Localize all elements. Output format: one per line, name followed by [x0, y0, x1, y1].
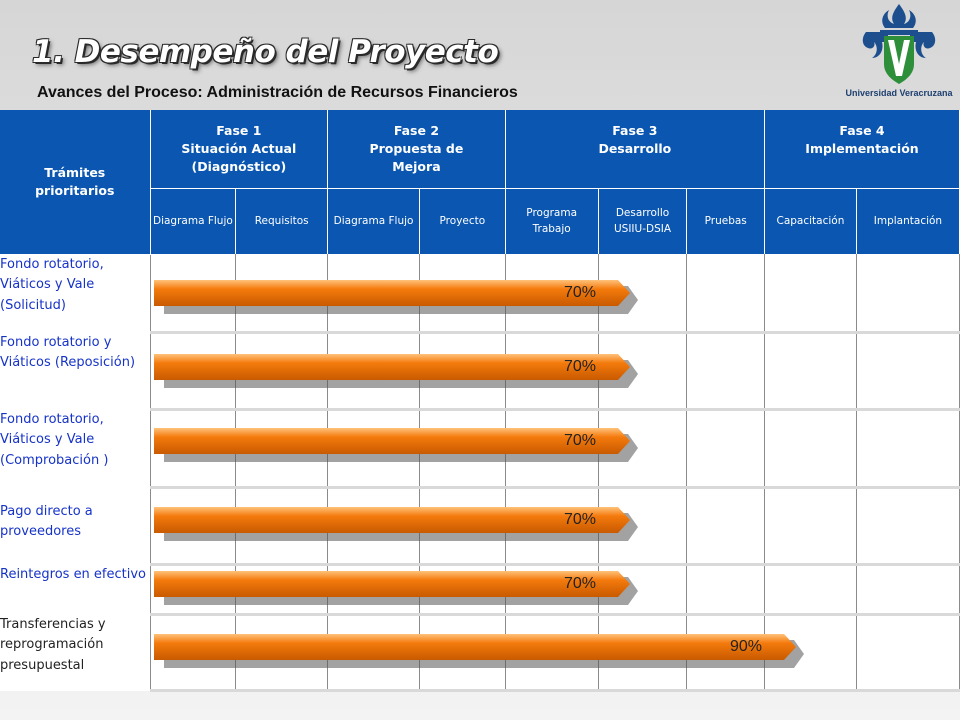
row-label: Fondo rotatorio y Viáticos (Reposición) — [0, 332, 151, 410]
progress-arrow — [154, 280, 638, 314]
page-subtitle: Avances del Proceso: Administración de R… — [37, 84, 518, 101]
phase-4-header: Fase 4 Implementación — [764, 110, 960, 189]
logo-caption: Universidad Veracruzana — [845, 88, 953, 98]
page-title: 1. Desempeño del Proyecto — [32, 34, 499, 70]
row-label: Transferencias y reprogramación presupue… — [0, 614, 151, 691]
row-label: Pago directo a proveedores — [0, 487, 151, 565]
subcolumn-header: Requisitos — [235, 188, 329, 254]
subcolumn-header: Implantación — [856, 188, 960, 254]
progress-label: 70% — [564, 284, 597, 301]
progress-arrow — [154, 507, 638, 541]
subcolumn-header: Capacitación — [764, 188, 857, 254]
row-label: Fondo rotatorio, Viáticos y Vale (Solici… — [0, 254, 151, 333]
subcolumn-header: Diagrama Flujo — [327, 188, 420, 254]
table-row: Fondo rotatorio, Viáticos y Vale (Compro… — [0, 409, 960, 489]
phase-1-header: Fase 1 Situación Actual (Diagnóstico) — [150, 110, 329, 189]
subcolumn-header: Proyecto — [419, 188, 506, 254]
progress-arrow — [154, 428, 638, 462]
progress-label: 70% — [564, 432, 597, 449]
row-label: Reintegros en efectivo — [0, 564, 151, 615]
subcolumn-header: Diagrama Flujo — [150, 188, 237, 254]
subcolumn-header: Programa Trabajo — [505, 188, 599, 254]
corner-header: Trámites prioritarios — [0, 110, 151, 255]
subcolumn-header: Pruebas — [686, 188, 765, 254]
row-label: Fondo rotatorio, Viáticos y Vale (Compro… — [0, 409, 151, 488]
progress-label: 70% — [564, 575, 597, 592]
subcolumn-header: Desarrollo USIIU-DSIA — [598, 188, 688, 254]
progress-label: 70% — [564, 511, 597, 528]
phase-2-header: Fase 2 Propuesta de Mejora — [327, 110, 506, 189]
progress-arrow — [154, 634, 804, 668]
progress-label: 70% — [564, 358, 597, 375]
university-logo-icon — [862, 4, 936, 84]
progress-arrow — [154, 354, 638, 388]
phase-3-header: Fase 3 Desarrollo — [505, 110, 766, 189]
progress-label: 90% — [730, 638, 763, 655]
progress-arrow — [154, 571, 638, 605]
